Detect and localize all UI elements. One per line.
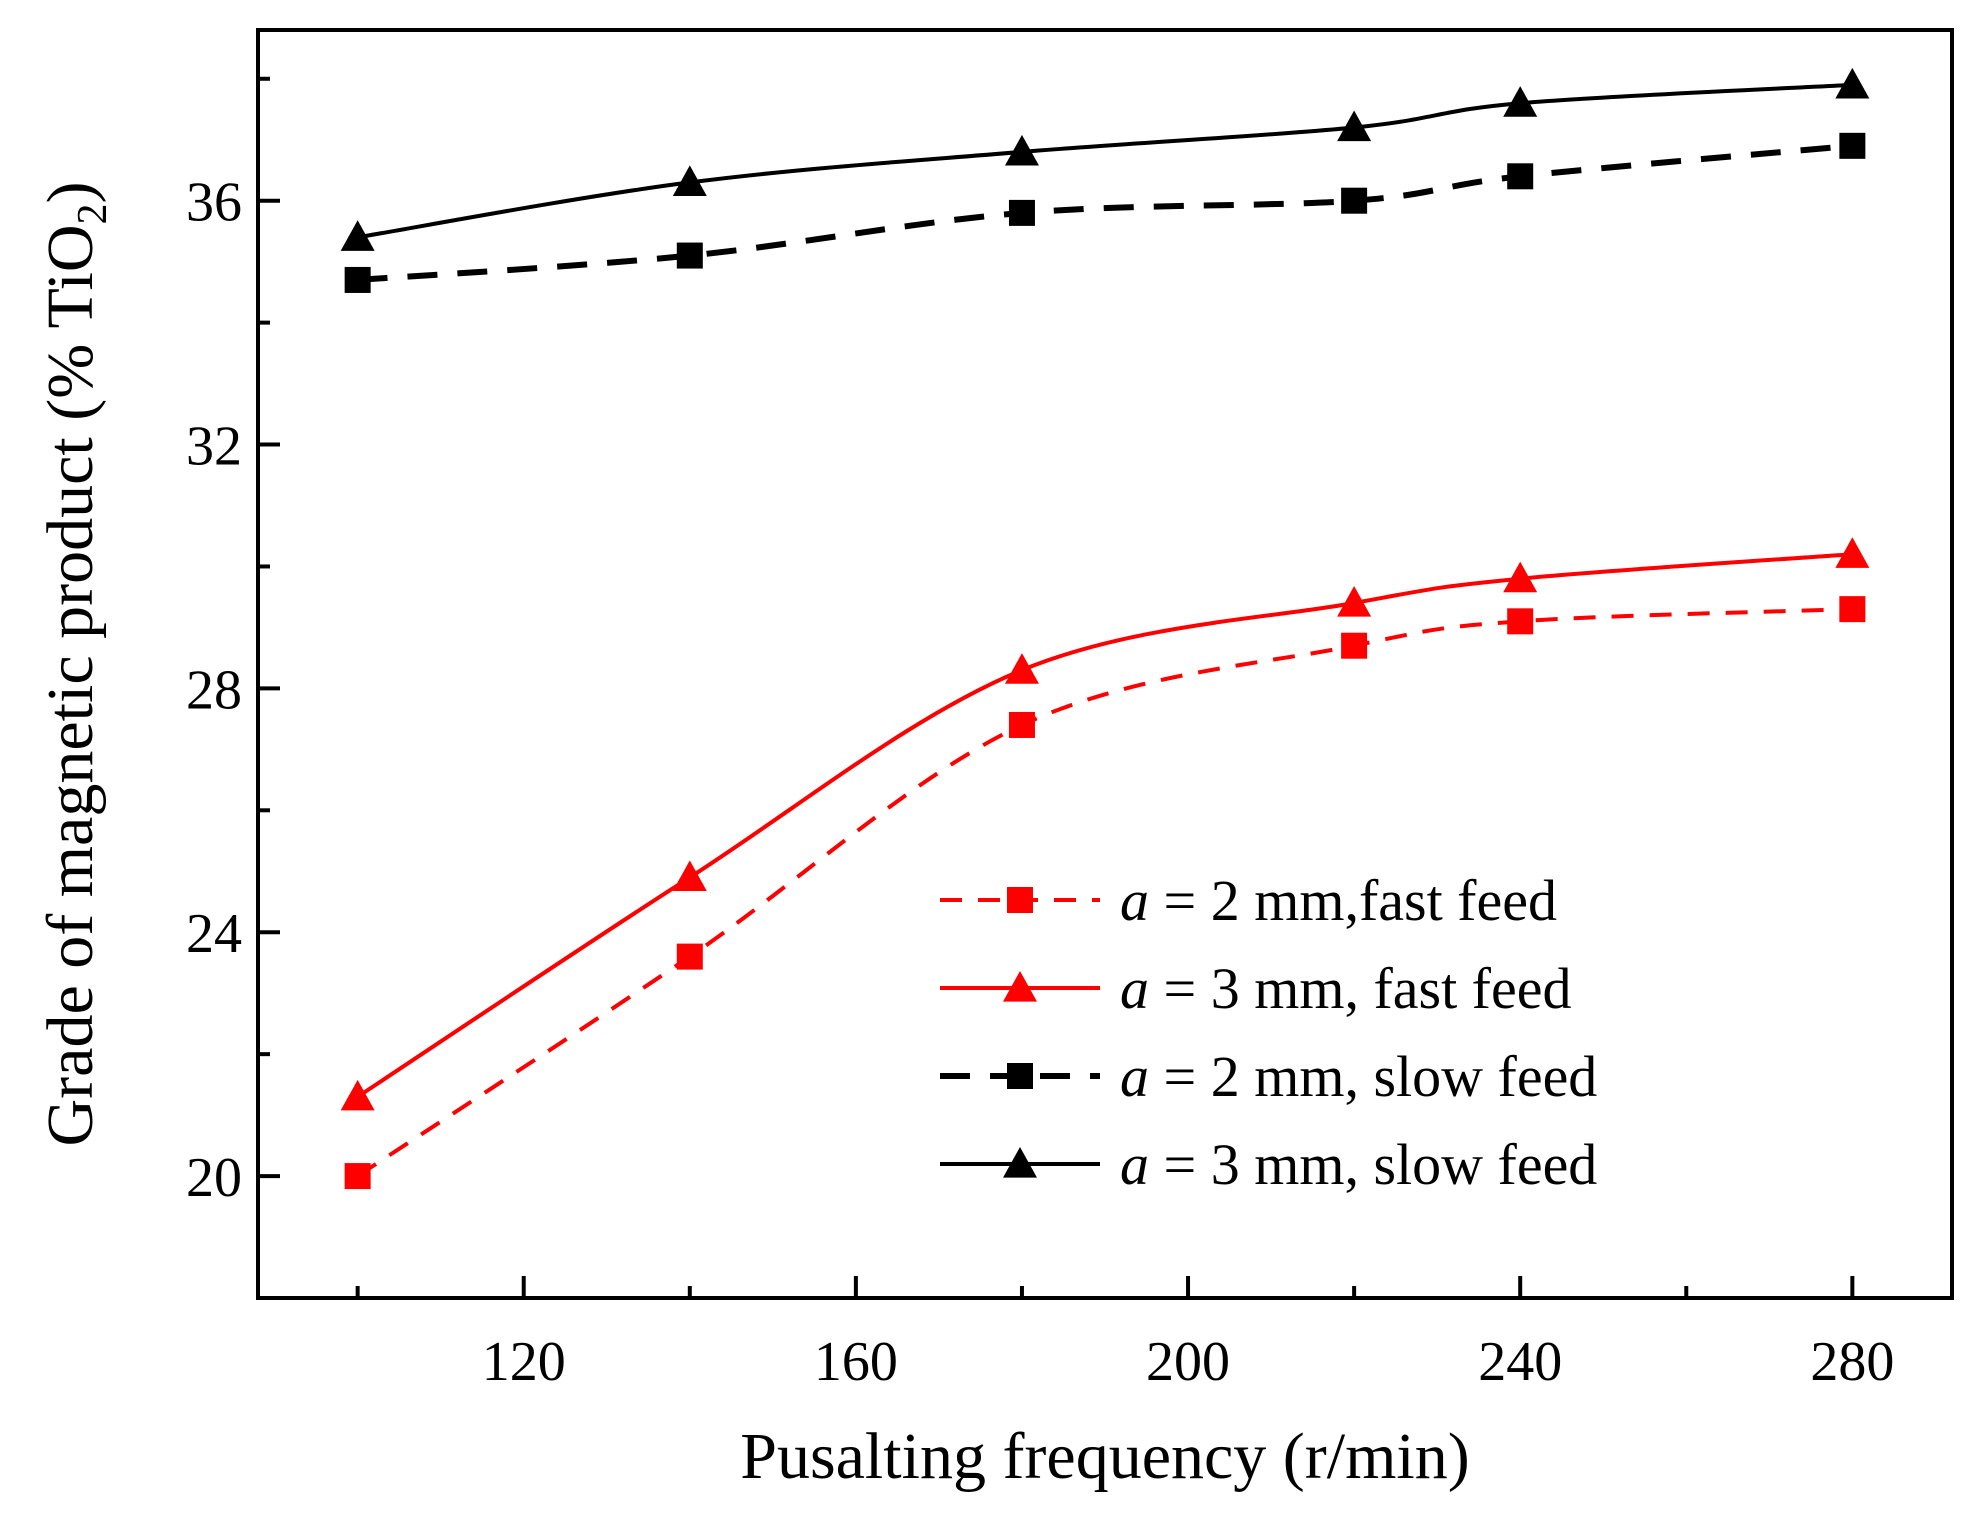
data-point [1337,586,1372,617]
legend-label-text: = 2 mm,fast feed [1149,868,1557,933]
legend-label: a = 2 mm, slow feed [1120,1044,1597,1109]
y-axis-title-subscript: 2 [70,204,116,225]
data-point [1839,596,1866,623]
series-3 [344,132,1866,293]
legend-marker [1007,1063,1033,1089]
series-4 [340,67,1870,251]
data-point [672,165,707,197]
data-point [672,860,707,891]
legend-label-variable: a [1120,1044,1149,1109]
series-line [357,142,1853,283]
legend-label-text: = 3 mm, fast feed [1149,956,1571,1021]
y-tick-label: 32 [186,416,242,478]
legend-label-variable: a [1120,868,1149,933]
data-point [1503,86,1538,117]
x-tick-label: 280 [1810,1331,1894,1393]
data-point [1503,561,1538,593]
data-point [340,220,375,251]
data-point [1835,67,1870,99]
x-tick-label: 240 [1478,1331,1562,1393]
data-point [1008,199,1035,226]
plot-frame [256,28,1954,1300]
data-point [676,943,703,970]
series-2 [340,537,1870,1111]
legend-label: a = 2 mm,fast feed [1120,868,1557,933]
series-line [356,552,1853,1099]
legend-label-variable: a [1120,1132,1149,1197]
data-point [1835,537,1870,568]
data-point [676,242,703,269]
legend-item: a = 2 mm,fast feed [940,868,1557,933]
data-point [1341,632,1368,659]
x-tick-label: 160 [814,1331,898,1393]
y-axis-title-main: Grade of magnetic product (% TiO [34,225,107,1147]
legend-label: a = 3 mm, fast feed [1120,956,1571,1021]
y-axis-title-close: ) [34,182,107,204]
legend-label-variable: a [1120,956,1149,1021]
legend-label: a = 3 mm, slow feed [1120,1132,1597,1197]
y-tick-label: 28 [186,659,242,721]
legend-item: a = 3 mm, fast feed [940,956,1571,1021]
data-point [1839,132,1866,159]
legend-marker [1003,1147,1037,1178]
x-tick-label: 120 [482,1331,566,1393]
data-point [1507,608,1534,635]
series-layer [340,67,1870,1190]
series-1 [344,596,1866,1190]
x-axis-title: Pusalting frequency (r/min) [740,1420,1469,1493]
legend-label-text: = 2 mm, slow feed [1149,1044,1597,1109]
legend-item: a = 2 mm, slow feed [940,1044,1597,1109]
x-axis-ticks: 120 160 200 240 280 [355,1276,1894,1393]
legend-label-text: = 3 mm, slow feed [1149,1132,1597,1197]
data-point [344,266,371,293]
series-line [356,607,1853,1178]
data-point [1008,711,1035,738]
y-tick-label: 20 [186,1147,242,1209]
data-point [344,1163,371,1190]
legend-marker [1007,887,1033,913]
y-axis-ticks: 20 24 28 32 36 [186,76,280,1209]
y-axis-title: Grade of magnetic product (% TiO2) [34,182,116,1147]
data-point [1004,653,1039,684]
x-tick-label: 200 [1146,1331,1230,1393]
legend-item: a = 3 mm, slow feed [940,1132,1597,1197]
data-point [1507,163,1534,190]
y-tick-label: 36 [186,172,242,234]
series-line [357,82,1853,240]
data-point [1004,134,1039,166]
data-point [1341,187,1368,214]
data-point [1337,110,1372,142]
legend-marker [1003,971,1037,1002]
data-point [340,1079,375,1111]
y-tick-label: 24 [186,903,242,965]
